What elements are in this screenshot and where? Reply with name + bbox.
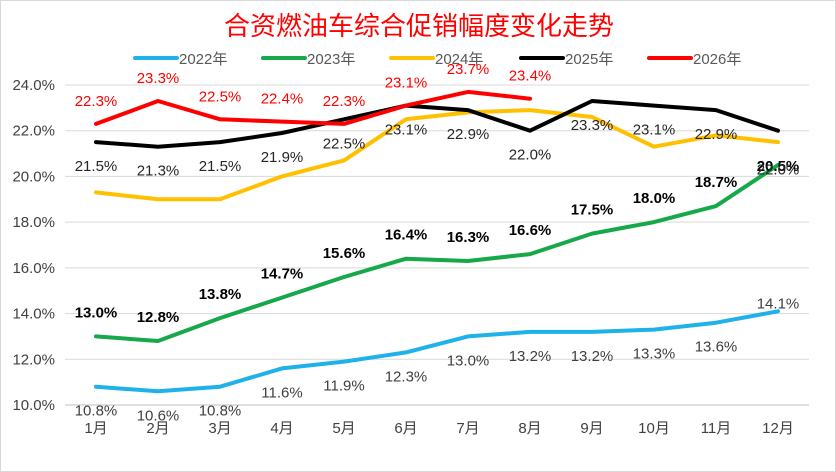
x-tick-label: 7月 — [456, 420, 479, 437]
series-line — [94, 163, 780, 343]
y-tick-label: 10.0% — [12, 397, 55, 414]
data-label: 21.3% — [137, 163, 180, 180]
data-label: 23.1% — [633, 122, 676, 139]
y-tick-label: 16.0% — [12, 260, 55, 277]
data-label: 11.9% — [323, 378, 364, 395]
data-label: 22.3% — [75, 93, 118, 110]
x-tick-label: 11月 — [701, 420, 732, 437]
data-label: 14.7% — [261, 266, 304, 283]
x-tick-label: 10月 — [638, 420, 670, 437]
data-label: 11.6% — [261, 384, 302, 401]
x-tick-label: 6月 — [394, 420, 417, 437]
data-label: 20.5% — [757, 158, 800, 175]
series-line — [94, 309, 780, 394]
legend-label: 2023年 — [307, 51, 355, 68]
x-tick-label: 12月 — [762, 420, 794, 437]
data-label: 10.8% — [75, 403, 118, 420]
data-label: 22.5% — [199, 88, 242, 105]
data-label: 13.0% — [75, 304, 118, 321]
chart-title: 合资燃油车综合促销幅度变化走势 — [224, 12, 614, 42]
legend-label: 2025年 — [565, 51, 613, 68]
data-label: 22.5% — [323, 135, 366, 152]
data-label: 23.3% — [571, 117, 614, 134]
data-label: 22.0% — [509, 147, 552, 164]
data-label: 13.3% — [633, 346, 676, 363]
y-tick-label: 22.0% — [12, 123, 55, 140]
legend-label: 2026年 — [693, 51, 741, 68]
x-tick-label: 4月 — [270, 420, 293, 437]
data-label: 12.8% — [137, 309, 180, 326]
series-line — [94, 108, 780, 202]
legend-label: 2022年 — [179, 51, 227, 68]
data-label: 13.2% — [571, 348, 614, 365]
data-label: 10.6% — [137, 407, 180, 424]
data-label: 22.4% — [261, 91, 304, 108]
series-line — [94, 89, 532, 126]
data-label: 13.8% — [199, 286, 242, 303]
data-label: 23.1% — [385, 122, 428, 139]
data-label: 10.8% — [199, 403, 242, 420]
data-label: 16.4% — [385, 227, 428, 244]
data-label: 13.2% — [509, 348, 552, 365]
y-tick-label: 18.0% — [12, 214, 55, 231]
data-label: 12.3% — [385, 368, 428, 385]
y-tick-label: 12.0% — [12, 351, 55, 368]
y-tick-label: 14.0% — [12, 306, 55, 323]
data-label: 13.6% — [695, 339, 738, 356]
series-line — [94, 99, 780, 149]
data-label: 14.1% — [757, 295, 800, 312]
y-tick-label: 20.0% — [12, 168, 55, 185]
data-label: 21.5% — [199, 158, 242, 175]
data-label: 22.3% — [323, 93, 366, 110]
data-label: 16.3% — [447, 229, 490, 246]
data-label: 17.5% — [571, 202, 614, 219]
data-label: 18.0% — [633, 190, 676, 207]
data-label: 15.6% — [323, 245, 366, 262]
data-label: 16.6% — [509, 222, 552, 239]
data-label: 23.4% — [509, 68, 552, 85]
x-tick-label: 8月 — [518, 420, 541, 437]
y-tick-label: 24.0% — [12, 77, 55, 94]
data-label: 22.9% — [447, 126, 490, 143]
data-label: 22.9% — [695, 126, 738, 143]
x-tick-label: 1月 — [84, 420, 107, 437]
data-label: 23.1% — [385, 75, 428, 92]
data-label: 23.7% — [447, 61, 490, 78]
x-tick-label: 5月 — [332, 420, 355, 437]
data-label: 21.5% — [75, 158, 118, 175]
data-label: 23.3% — [137, 70, 180, 87]
data-label: 22.0% — [757, 162, 800, 179]
legend-label: 2024年 — [435, 51, 483, 68]
x-tick-label: 3月 — [208, 420, 231, 437]
data-label: 21.9% — [261, 149, 304, 166]
data-label: 18.7% — [695, 174, 738, 191]
data-label: 13.0% — [447, 352, 490, 369]
x-tick-label: 9月 — [580, 420, 603, 437]
x-tick-label: 2月 — [146, 420, 169, 437]
